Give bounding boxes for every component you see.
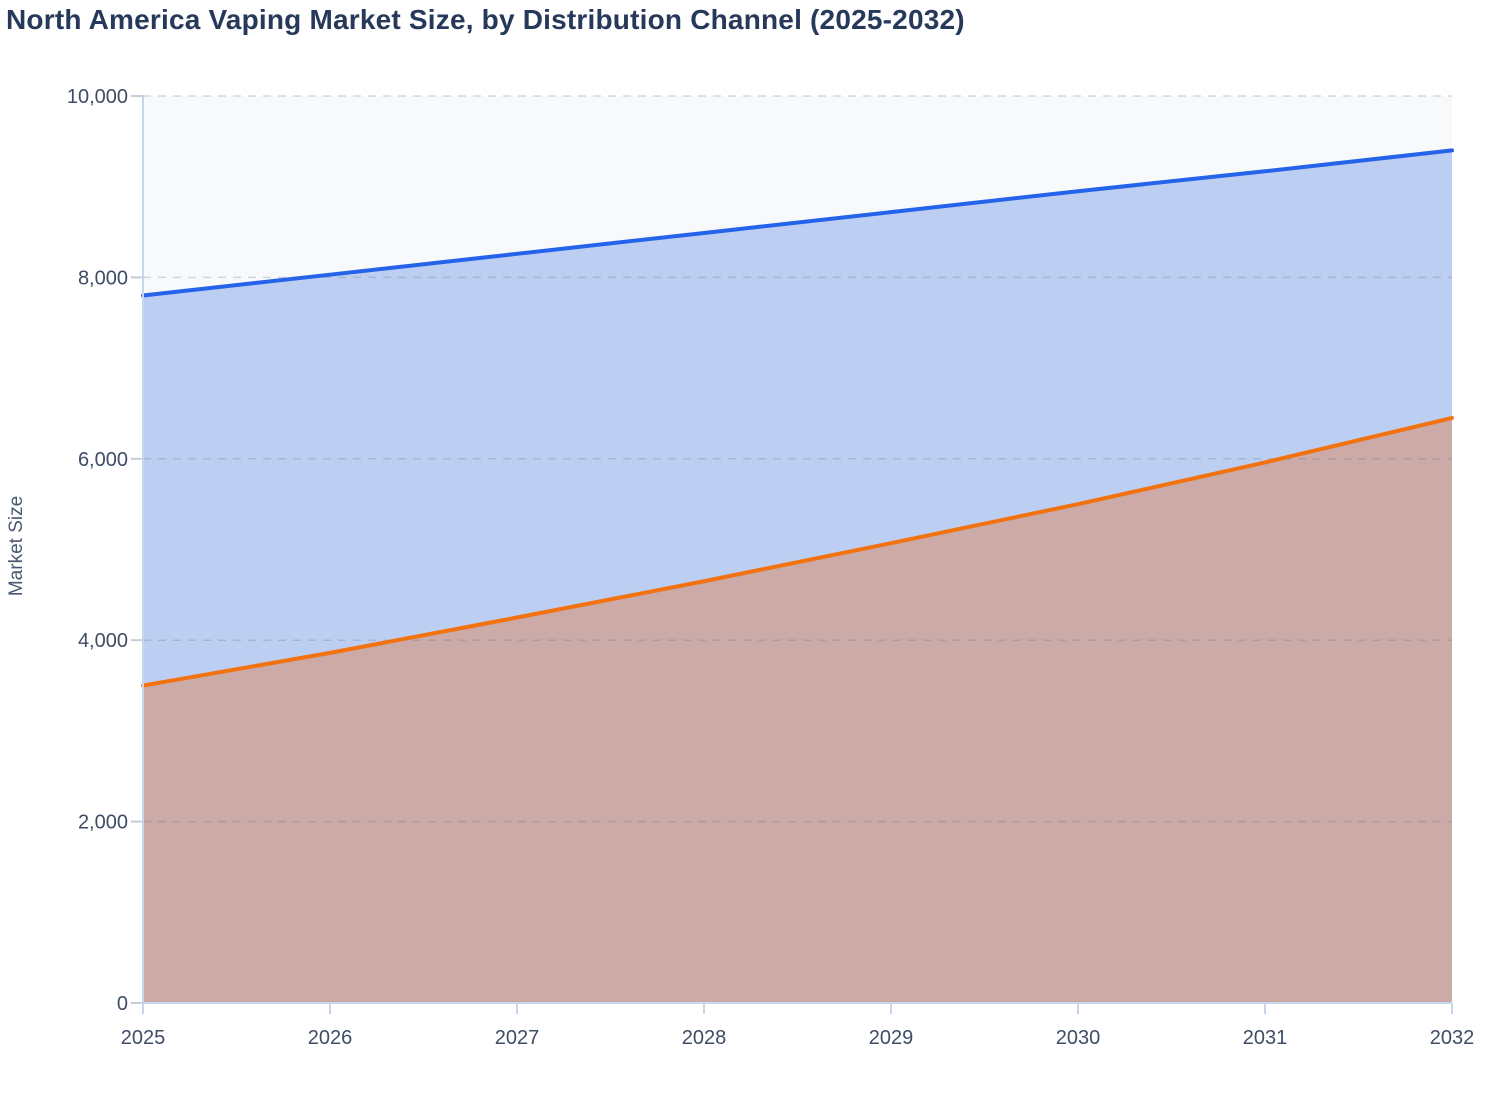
x-tick-label: 2030 — [1056, 1027, 1101, 1049]
y-tick-label: 2,000 — [78, 812, 128, 834]
x-tick-label: 2025 — [121, 1027, 166, 1049]
series-2-area — [143, 417, 1452, 1003]
series-2-line — [141, 415, 1454, 688]
x-tick-label: 2027 — [495, 1027, 540, 1049]
x-tick-label: 2032 — [1430, 1027, 1475, 1049]
y-tick-label: 10,000 — [67, 86, 128, 108]
x-tick-label: 2029 — [869, 1027, 914, 1049]
series-1-line — [141, 148, 1454, 298]
y-tick-label: 8,000 — [78, 267, 128, 289]
y-tick-label: 0 — [117, 993, 128, 1015]
x-tick-label: 2028 — [682, 1027, 727, 1049]
x-tick-label: 2031 — [1243, 1027, 1288, 1049]
x-tick-label: 2026 — [308, 1027, 353, 1049]
y-tick-label: 4,000 — [78, 630, 128, 652]
chart-title: North America Vaping Market Size, by Dis… — [6, 4, 965, 35]
y-tick-label: 6,000 — [78, 449, 128, 471]
